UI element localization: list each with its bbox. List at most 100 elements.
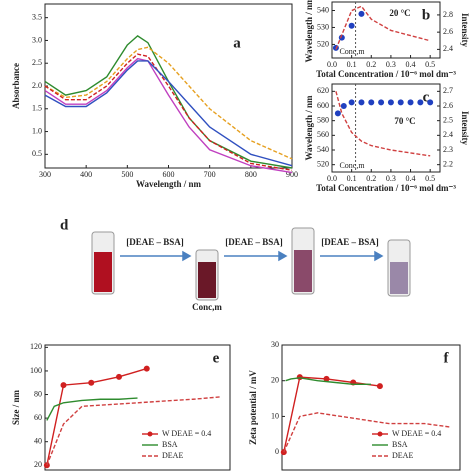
- x-tick-label: 0.3: [386, 174, 396, 183]
- series-line: [335, 5, 431, 50]
- plot-frame: [331, 1, 441, 59]
- y-tick-label: 3.0: [32, 35, 42, 44]
- series: [332, 10, 365, 51]
- series: [334, 99, 434, 117]
- x-tick-label: 500: [121, 170, 133, 179]
- legend-marker: [377, 431, 383, 437]
- y-tick-label: 600: [317, 101, 329, 110]
- annotation: Conc,m: [339, 161, 365, 170]
- panel-label: e: [213, 350, 220, 366]
- y-tick-label: 20: [271, 376, 279, 385]
- marker: [427, 99, 434, 106]
- x-tick-label: 0.4: [406, 174, 416, 183]
- marker: [378, 99, 385, 106]
- marker: [323, 375, 330, 382]
- y-tick-label: 520: [317, 39, 329, 48]
- legend-marker: [147, 431, 153, 437]
- y-axis-label: Wavelength / nm: [304, 0, 314, 63]
- x-tick-label: 0.2: [366, 174, 376, 183]
- note: Conc,m: [192, 302, 222, 312]
- y-tick-label: 0.5: [32, 149, 42, 158]
- x-axis-label: Total Concentration / 10⁻⁶ mol dm⁻³: [316, 183, 456, 193]
- panel-label: a: [233, 35, 241, 51]
- marker: [60, 382, 67, 389]
- x-tick-label: 900: [286, 170, 298, 179]
- legend-label: BSA: [392, 440, 408, 449]
- y-tick-label: 0: [275, 447, 279, 456]
- marker: [348, 22, 355, 29]
- series: [335, 5, 431, 50]
- x-tick-label: 0.3: [386, 60, 396, 69]
- y2-tick-label: 2.4: [443, 44, 453, 53]
- vial: [291, 227, 315, 295]
- y-tick-label: 1.5: [32, 104, 42, 113]
- plot-frame: [44, 344, 231, 471]
- annotation: 20 °C: [389, 8, 410, 18]
- arrows: [120, 250, 384, 262]
- y-tick-label: 30: [271, 340, 279, 349]
- y2-tick-label: 2.5: [443, 115, 453, 124]
- series: [285, 377, 371, 385]
- series-line: [46, 397, 138, 421]
- marker: [296, 374, 303, 381]
- marker: [358, 99, 365, 106]
- y-axis-label: Zeta potential / mV: [248, 370, 258, 445]
- y-tick-label: 530: [317, 22, 329, 31]
- x-axis-label: Total Concentration / 10⁻⁶ mol dm⁻³: [316, 69, 456, 79]
- y-tick-label: 20: [34, 460, 42, 469]
- x-tick-label: 0.5: [425, 174, 435, 183]
- marker: [88, 379, 95, 386]
- series: [280, 374, 383, 456]
- x-tick-label: 700: [204, 170, 216, 179]
- marker: [397, 99, 404, 106]
- y-tick-label: 520: [317, 159, 329, 168]
- y-tick-label: 40: [34, 437, 42, 446]
- marker: [387, 99, 394, 106]
- legend-label: DEAE: [392, 451, 413, 460]
- y2-tick-label: 2.4: [443, 130, 453, 139]
- y-tick-label: 1.0: [32, 126, 42, 135]
- y-tick-label: 80: [34, 389, 42, 398]
- y-tick-label: 120: [30, 342, 42, 351]
- annotation: 70 °C: [394, 116, 415, 126]
- marker: [417, 99, 424, 106]
- y-axis-label: Absorbance: [11, 63, 21, 109]
- y-tick-label: 100: [30, 366, 42, 375]
- marker: [358, 10, 365, 17]
- marker: [348, 99, 355, 106]
- y2-tick-label: 2.8: [443, 10, 453, 19]
- series-line: [44, 60, 293, 167]
- y2-tick-label: 2.3: [443, 145, 453, 154]
- y-axis-label: Size / nm: [11, 389, 21, 425]
- marker: [340, 103, 347, 109]
- vial: [195, 249, 219, 301]
- series-line: [335, 91, 431, 157]
- y-tick-label: 560: [317, 130, 329, 139]
- series: [335, 91, 431, 157]
- x-tick-label: 0.4: [406, 60, 416, 69]
- panel-label: f: [444, 350, 450, 366]
- plot-frame: [44, 3, 293, 169]
- marker: [334, 110, 341, 117]
- legend-label: W DEAE = 0.4: [392, 429, 441, 438]
- series: [283, 412, 452, 453]
- step-label: [DEAE – BSA]: [321, 237, 379, 247]
- panel-label: b: [422, 7, 430, 23]
- y-tick-label: 540: [317, 5, 329, 14]
- x-tick-label: 0.0: [327, 60, 337, 69]
- series: [44, 60, 293, 167]
- y2-tick-label: 2.6: [443, 27, 453, 36]
- y-tick-label: 3.5: [32, 12, 42, 21]
- marker: [338, 34, 345, 41]
- series-line: [283, 412, 452, 453]
- vial: [91, 231, 115, 295]
- series: [43, 365, 150, 469]
- x-axis-label: Wavelength / nm: [136, 179, 202, 189]
- y-tick-label: 60: [34, 413, 42, 422]
- step-label: [DEAE – BSA]: [225, 237, 283, 247]
- marker: [116, 373, 122, 380]
- y-tick-label: 620: [317, 86, 329, 95]
- step-label: [DEAE – BSA]: [126, 237, 184, 247]
- legend-label: BSA: [162, 440, 178, 449]
